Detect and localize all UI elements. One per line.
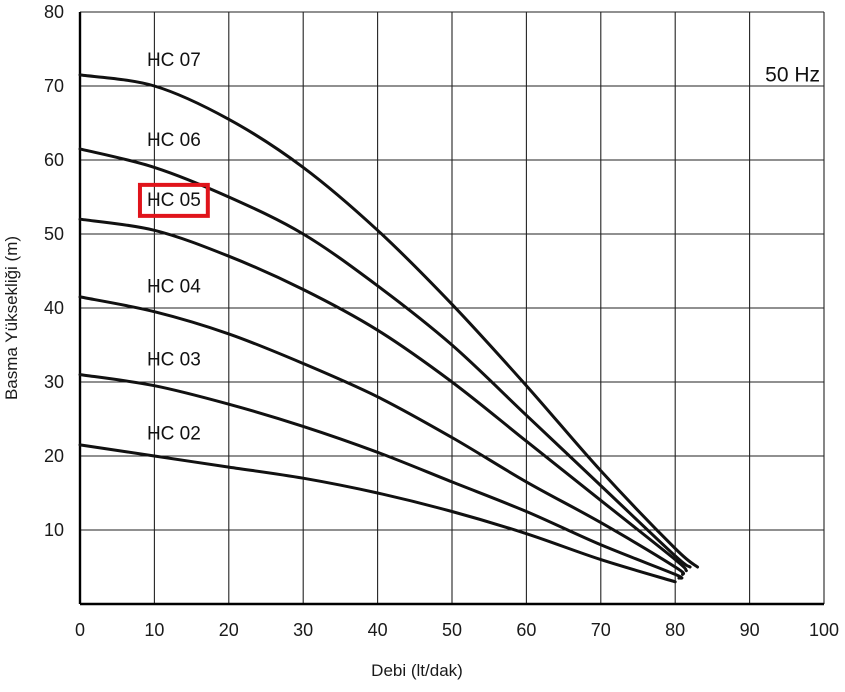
y-tick-label-40: 40 — [44, 298, 64, 318]
y-tick-label-80: 80 — [44, 2, 64, 22]
series-line-hc-04 — [78, 295, 686, 576]
series-label-hc-04: HC 04 — [147, 276, 201, 297]
series-line-hc-03 — [78, 373, 684, 580]
x-tick-label-30: 30 — [293, 620, 313, 640]
x-tick-label-0: 0 — [75, 620, 85, 640]
chart-axes — [78, 12, 824, 606]
series-label-hc-03: HC 03 — [147, 350, 201, 371]
highlight-box — [137, 182, 210, 218]
y-axis-label: Basma Yüksekliği (m) — [2, 236, 21, 400]
x-tick-labels: 0 10 20 30 40 50 60 70 80 90 100 — [75, 620, 839, 640]
y-tick-label-30: 30 — [44, 372, 64, 392]
y-tick-label-70: 70 — [44, 76, 64, 96]
x-tick-label-10: 10 — [144, 620, 164, 640]
y-tick-labels: 10 20 30 40 50 60 70 80 — [44, 2, 64, 540]
series-label-hc-07: HC 07 — [147, 50, 201, 71]
x-tick-label-50: 50 — [442, 620, 462, 640]
x-tick-label-100: 100 — [809, 620, 839, 640]
y-tick-label-10: 10 — [44, 520, 64, 540]
series-labels: HC 07 HC 06 HC 05 HC 04 HC 03 HC 02 — [147, 50, 201, 445]
series-line-hc-02 — [78, 443, 677, 584]
y-tick-label-60: 60 — [44, 150, 64, 170]
series-label-hc-02: HC 02 — [147, 424, 201, 445]
frequency-annotation: 50 Hz — [765, 64, 820, 87]
y-tick-label-50: 50 — [44, 224, 64, 244]
y-tick-label-20: 20 — [44, 446, 64, 466]
series-line-hc-07 — [78, 73, 700, 569]
series-label-hc-05: HC 05 — [147, 190, 201, 211]
x-tick-label-90: 90 — [740, 620, 760, 640]
x-axis-label: Debi (lt/dak) — [371, 661, 463, 680]
x-tick-label-80: 80 — [665, 620, 685, 640]
x-tick-label-60: 60 — [516, 620, 536, 640]
x-tick-label-40: 40 — [368, 620, 388, 640]
x-tick-label-20: 20 — [219, 620, 239, 640]
series-label-hc-06: HC 06 — [147, 130, 201, 151]
series-line-hc-05 — [78, 217, 688, 573]
x-tick-label-70: 70 — [591, 620, 611, 640]
